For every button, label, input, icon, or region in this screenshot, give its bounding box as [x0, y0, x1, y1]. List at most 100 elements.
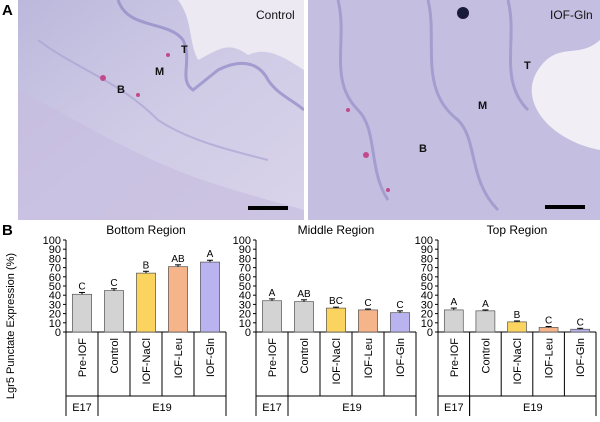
category-label: Pre-IOF	[77, 338, 89, 377]
bar	[200, 261, 220, 333]
significance-letter: A	[207, 249, 214, 260]
bar	[570, 328, 591, 333]
y-tick-label: 60	[239, 272, 251, 284]
significance-letter: C	[545, 315, 552, 326]
region-top-letter: T	[524, 60, 531, 72]
category-label: IOF-Leu	[363, 338, 375, 378]
bar	[538, 327, 559, 333]
bar	[326, 307, 346, 333]
significance-letter: AB	[297, 289, 311, 300]
y-tick-label: 0	[427, 327, 433, 339]
y-axis-label: Lgr5 Punctate Expression (%)	[5, 253, 17, 399]
y-tick-label: 30	[421, 299, 433, 311]
y-tick-label: 10	[421, 318, 433, 330]
y-tick-label: 10	[49, 318, 61, 330]
y-tick-label: 40	[49, 290, 61, 302]
bar	[294, 301, 314, 333]
bar	[507, 321, 527, 333]
region-bottom-letter: B	[419, 143, 427, 155]
bar	[475, 310, 496, 333]
category-label: Control	[299, 338, 311, 373]
group-label: E17	[444, 402, 464, 414]
bar	[443, 309, 464, 333]
region-top-letter: T	[181, 44, 188, 56]
bar	[262, 300, 282, 333]
chart-title: Top Region	[487, 223, 548, 237]
category-label: IOF-Gln	[395, 338, 407, 377]
y-tick-label: 80	[239, 253, 251, 265]
y-tick-label: 20	[421, 309, 433, 321]
significance-letter: A	[482, 299, 489, 310]
y-tick-label: 80	[421, 253, 433, 265]
category-label: IOF-Leu	[173, 338, 185, 378]
significance-letter: C	[78, 281, 85, 292]
y-tick-label: 60	[421, 272, 433, 284]
y-tick-label: 40	[239, 290, 251, 302]
significance-letter: B	[514, 310, 521, 321]
y-tick-label: 70	[49, 263, 61, 275]
significance-letter: B	[143, 260, 150, 271]
category-label: Pre-IOF	[267, 338, 279, 377]
y-tick-label: 40	[421, 290, 433, 302]
y-tick-label: 60	[49, 272, 61, 284]
bar	[104, 290, 124, 333]
y-tick-label: 10	[239, 318, 251, 330]
category-label: IOF-Leu	[544, 338, 556, 378]
significance-letter: A	[450, 297, 457, 308]
category-label: IOF-Gln	[575, 338, 587, 377]
y-tick-label: 20	[239, 309, 251, 321]
category-label: IOF-NaCl	[141, 338, 153, 384]
category-label: Control	[109, 338, 121, 373]
y-tick-label: 0	[55, 327, 61, 339]
chart-title: Middle Region	[298, 223, 375, 237]
significance-letter: C	[577, 317, 584, 328]
scale-bar	[545, 205, 585, 209]
micrograph-control-label: Control	[256, 8, 295, 22]
panel-b-label: B	[2, 222, 13, 239]
panel-a-label: A	[2, 2, 13, 19]
micrograph-iofgln-label: IOF-Gln	[550, 8, 593, 22]
bar	[168, 266, 188, 333]
y-tick-label: 100	[415, 235, 433, 247]
y-tick-label: 30	[49, 299, 61, 311]
y-tick-label: 50	[421, 281, 433, 293]
group-label: E17	[262, 402, 282, 414]
y-tick-label: 70	[421, 263, 433, 275]
y-tick-label: 30	[239, 299, 251, 311]
region-middle-letter: M	[478, 100, 488, 112]
group-label: E19	[523, 402, 543, 414]
category-label: IOF-NaCl	[512, 338, 524, 384]
category-label: Control	[480, 338, 492, 373]
micrograph-iofgln: IOF-Gln T M B	[308, 0, 600, 220]
y-tick-label: 90	[239, 244, 251, 256]
significance-letter: C	[364, 298, 371, 309]
y-tick-label: 90	[49, 244, 61, 256]
micrograph-control: Control T M B	[18, 0, 304, 220]
bar	[358, 309, 378, 333]
y-tick-label: 70	[239, 263, 251, 275]
significance-letter: AB	[171, 254, 185, 265]
y-tick-label: 90	[421, 244, 433, 256]
bar	[390, 312, 410, 333]
region-middle-letter: M	[155, 66, 165, 78]
significance-letter: C	[396, 300, 403, 311]
y-tick-label: 50	[239, 281, 251, 293]
bar-charts: Bottom Region0102030405060708090100Lgr5 …	[5, 223, 597, 416]
micrograph-control-image	[18, 0, 304, 220]
y-tick-label: 50	[49, 281, 61, 293]
group-label: E19	[342, 402, 362, 414]
micrograph-iofgln-image	[308, 0, 600, 220]
bar	[136, 272, 156, 333]
category-label: IOF-Gln	[205, 338, 217, 377]
group-label: E19	[152, 402, 172, 414]
category-label: IOF-NaCl	[331, 338, 343, 384]
y-tick-label: 80	[49, 253, 61, 265]
bar	[72, 293, 92, 333]
y-tick-label: 0	[245, 327, 251, 339]
significance-letter: BC	[329, 296, 343, 307]
y-tick-label: 100	[233, 235, 251, 247]
significance-letter: C	[110, 278, 117, 289]
region-bottom-letter: B	[117, 84, 125, 96]
scale-bar	[248, 206, 288, 210]
category-label: Pre-IOF	[449, 338, 461, 377]
